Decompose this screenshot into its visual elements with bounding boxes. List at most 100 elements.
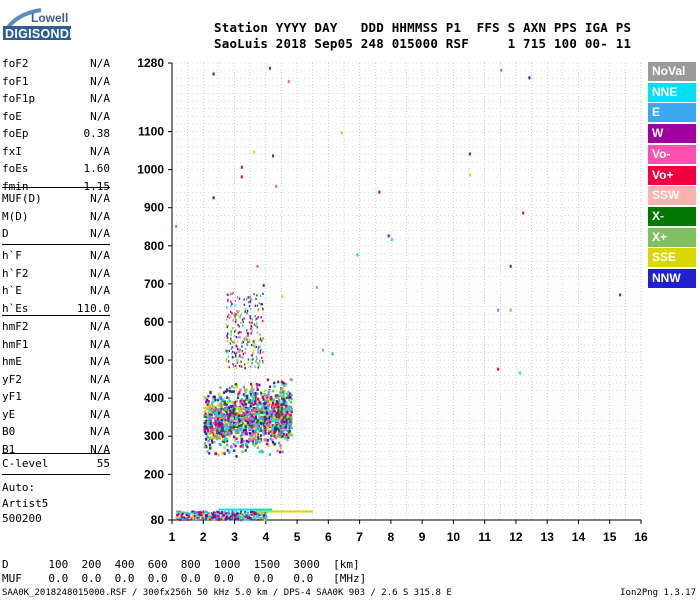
echo-point (290, 397, 293, 401)
echo-point (237, 430, 240, 434)
echo-point (210, 425, 213, 428)
echo-point (262, 361, 264, 364)
echo-point (235, 366, 238, 370)
echo-point (210, 403, 214, 407)
echo-point (207, 429, 210, 432)
echo-point (238, 408, 241, 411)
echo-point (245, 432, 248, 436)
echo-point (276, 435, 280, 439)
echo-es-line (256, 510, 313, 513)
echo-point (261, 307, 264, 310)
echo-point (290, 426, 293, 429)
echo-point (242, 341, 245, 344)
echo-point (223, 513, 226, 516)
echo-point (261, 419, 264, 423)
echo-point (210, 413, 213, 417)
echo-point-sparse (469, 152, 472, 156)
echo-point (224, 414, 227, 418)
echo-point (251, 318, 253, 321)
echo-point (239, 514, 242, 517)
echo-point (205, 420, 208, 423)
echo-point (253, 424, 256, 427)
echo-point (222, 434, 226, 437)
echo-point (266, 394, 269, 397)
param-row-hmf1: hmF1 N/A (2, 338, 110, 354)
echo-point (261, 337, 263, 341)
echo-point (256, 331, 258, 334)
echo-point (222, 517, 225, 520)
echo-point (266, 400, 269, 404)
echo-point (255, 411, 259, 414)
param-value: N/A (90, 209, 110, 223)
echo-point (289, 400, 293, 404)
echo-point (263, 393, 266, 396)
echo-point (225, 517, 228, 520)
echo-point (208, 443, 212, 447)
echo-point (251, 429, 255, 433)
echo-point (239, 316, 241, 319)
echo-point (204, 415, 207, 419)
muf-row: MUF 0.0 0.0 0.0 0.0 0.0 0.0 0.0 0.0 [MHz… (2, 572, 367, 585)
echo-point (257, 316, 260, 319)
x-tick-label: 15 (603, 530, 617, 544)
echo-point (240, 424, 243, 427)
echo-point (251, 358, 254, 361)
echo-point (273, 434, 276, 438)
echo-point (241, 431, 244, 435)
echo-point (181, 512, 184, 515)
echo-point (235, 384, 238, 387)
echo-point (227, 397, 231, 400)
echo-point (203, 517, 206, 520)
echo-point (207, 420, 211, 424)
echo-point (237, 332, 240, 335)
echo-point (273, 416, 276, 419)
param-key: yE (2, 407, 16, 421)
echo-point (191, 510, 194, 513)
echo-point (261, 396, 264, 400)
echo-point (227, 298, 229, 301)
echo-point (228, 366, 230, 369)
echo-point (270, 416, 273, 420)
echo-point (241, 400, 245, 403)
param-value: 1.60 (83, 162, 111, 175)
echo-point (276, 449, 279, 453)
echo-point (230, 407, 233, 411)
echo-point (275, 418, 278, 422)
echo-point (195, 517, 198, 520)
echo-point (273, 430, 277, 433)
echo-point (234, 515, 237, 518)
echo-point (218, 419, 221, 422)
echo-point (204, 396, 207, 400)
echo-point (230, 304, 232, 308)
echo-point-sparse (268, 66, 271, 70)
echo-point (238, 325, 240, 328)
echo-point (259, 422, 263, 425)
echo-point (214, 398, 217, 402)
param-key: yF2 (2, 372, 22, 386)
echo-point (264, 438, 267, 442)
echo-point (253, 323, 256, 326)
echo-point (269, 418, 273, 422)
echo-point (260, 439, 263, 443)
echo-point (254, 402, 257, 405)
echo-point (245, 394, 249, 398)
echo-point (288, 424, 291, 428)
echo-point (193, 514, 196, 517)
echo-point (264, 399, 267, 402)
x-tick-label: 7 (356, 530, 363, 544)
echo-point (269, 420, 272, 424)
echo-point (227, 419, 230, 423)
echo-point (281, 450, 284, 454)
echo-point (239, 315, 241, 318)
echo-point (192, 511, 195, 514)
echo-point (258, 401, 261, 405)
echo-point (256, 409, 259, 412)
echo-point (181, 518, 184, 521)
logo-brand-top: Lowell (31, 11, 69, 25)
echo-point (250, 432, 253, 436)
echo-point (204, 419, 207, 423)
echo-point (246, 512, 249, 515)
echo-point (287, 431, 290, 434)
echo-point (250, 427, 253, 431)
echo-point (243, 317, 245, 320)
